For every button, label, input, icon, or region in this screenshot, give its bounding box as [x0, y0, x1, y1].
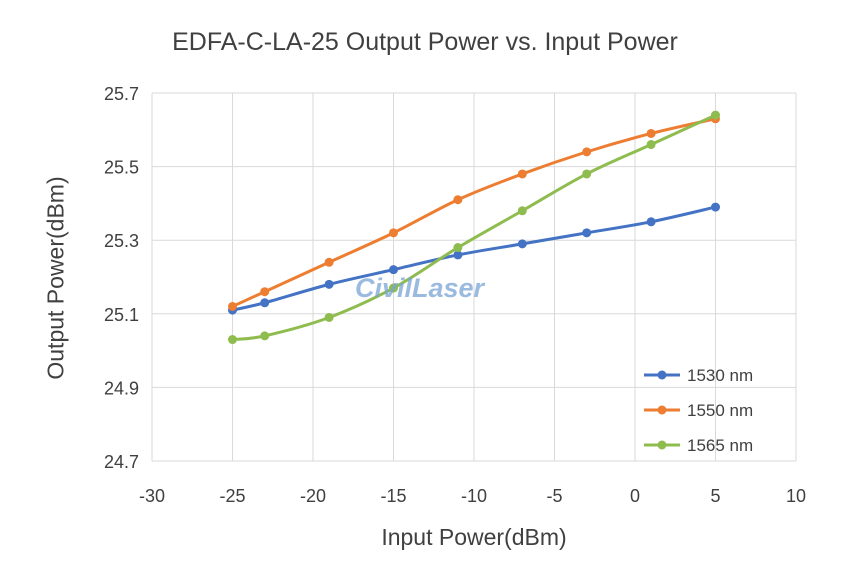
data-point-series-1 [453, 250, 463, 260]
x-tick-label: -15 [380, 486, 406, 506]
x-tick-label: -5 [546, 486, 562, 506]
data-point-series-1 [711, 202, 720, 212]
x-tick-label: 0 [630, 486, 640, 506]
legend-label: 1550 nm [687, 401, 753, 420]
x-tick-label: 5 [710, 486, 720, 506]
legend-label: 1530 nm [687, 366, 753, 385]
watermark-logo: CivilLaser [355, 273, 485, 303]
data-point-series-3 [453, 243, 463, 253]
x-axis-label: Input Power(dBm) [381, 524, 567, 550]
data-point-series-2 [324, 257, 334, 267]
legend-label: 1565 nm [687, 436, 753, 455]
data-point-series-3 [646, 140, 656, 150]
y-tick-label: 24.7 [104, 452, 139, 472]
data-point-series-2 [582, 147, 592, 157]
data-point-series-1 [517, 239, 527, 249]
data-point-series-2 [260, 287, 270, 297]
data-point-series-1 [260, 298, 270, 308]
y-axis-label: Output Power(dBm) [42, 176, 69, 380]
y-tick-label: 24.9 [104, 378, 139, 398]
data-point-series-2 [453, 195, 463, 205]
data-point-series-2 [228, 301, 237, 311]
data-point-series-2 [389, 228, 398, 238]
legend-swatch-marker [657, 370, 667, 380]
data-point-series-1 [582, 228, 592, 238]
data-point-series-1 [389, 265, 398, 275]
data-point-series-1 [324, 279, 334, 289]
data-point-series-3 [389, 283, 398, 293]
data-point-series-3 [228, 335, 237, 345]
x-tick-label: -30 [139, 486, 165, 506]
x-tick-label: 10 [786, 486, 806, 506]
y-tick-label: 25.1 [104, 305, 139, 325]
data-point-series-3 [517, 206, 527, 216]
data-point-series-3 [324, 312, 334, 322]
chart-title: EDFA-C-LA-25 Output Power vs. Input Powe… [172, 28, 678, 56]
x-tick-label: -20 [300, 486, 326, 506]
x-tick-label: -25 [219, 486, 245, 506]
legend-swatch-marker [657, 405, 667, 415]
data-point-series-3 [711, 110, 720, 120]
y-tick-label: 25.5 [104, 158, 139, 178]
legend-swatch-marker [657, 440, 667, 450]
data-point-series-1 [646, 217, 656, 227]
data-point-series-2 [517, 169, 527, 179]
data-point-series-3 [582, 169, 592, 179]
y-tick-label: 25.3 [104, 231, 139, 251]
x-tick-label: -10 [461, 486, 487, 506]
data-point-series-3 [260, 331, 270, 341]
data-point-series-2 [646, 128, 656, 138]
y-tick-label: 25.7 [104, 84, 139, 104]
